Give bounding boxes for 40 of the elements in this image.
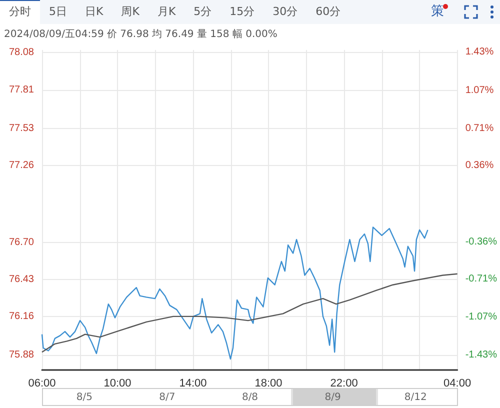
text: 周K (120, 4, 140, 20)
text: 5分 (192, 4, 213, 20)
text: 8/9 (324, 392, 341, 403)
text: 15分 (228, 4, 256, 20)
text: 月K (156, 4, 177, 20)
text: 8/8 (242, 392, 258, 403)
y2-tick-label: 1.43% (465, 46, 494, 58)
text: 分时 (0, 0, 40, 25)
x-tick-label: 18:00 (254, 378, 282, 390)
y-tick-label: 77.81 (8, 84, 34, 96)
x-tick-label: 22:00 (330, 378, 358, 390)
y2-tick-label: -0.36% (465, 236, 498, 248)
x-tick-label: 04:00 (444, 378, 472, 390)
y2-tick-label: -1.07% (465, 312, 498, 323)
x-tick-label: 06:00 (28, 378, 56, 390)
chart-subtitle: 2024/08/09/五04:59 价 76.98 均 76.49 量 158 幅 0.00% (4, 28, 278, 41)
line-series (41, 226, 428, 360)
text: 60分 (314, 4, 342, 20)
y-tick-label: 76.70 (8, 236, 34, 248)
line-series (41, 273, 458, 353)
y-tick-label: 77.53 (8, 122, 34, 134)
text: 5日 (48, 4, 68, 20)
y-tick-label: 77.26 (8, 160, 34, 171)
x-tick-label: 14:00 (179, 378, 207, 390)
text: 8/7 (159, 392, 176, 403)
y2-tick-label: 0.71% (465, 122, 494, 134)
y2-tick-label: 1.07% (465, 84, 494, 96)
y-tick-label: 76.16 (8, 310, 34, 322)
text: 8/5 (76, 392, 92, 403)
text: 策 (430, 3, 445, 21)
y-tick-label: 78.08 (8, 47, 34, 58)
x-tick-label: 10:00 (104, 378, 132, 390)
text: 日K (84, 4, 104, 20)
y2-tick-label: 0.36% (465, 160, 494, 171)
y-tick-label: 76.43 (8, 274, 34, 285)
y-tick-label: 75.88 (8, 349, 34, 360)
text: 30分 (272, 4, 299, 20)
y2-tick-label: -0.71% (465, 273, 498, 284)
y2-tick-label: -1.43% (465, 350, 498, 361)
text: 8/12 (404, 392, 427, 403)
